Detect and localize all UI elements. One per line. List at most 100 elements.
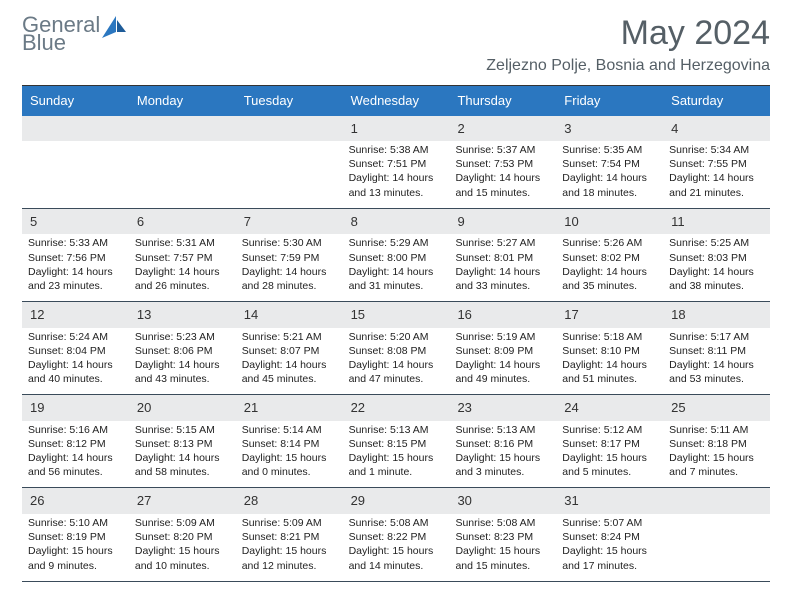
sunset-line: Sunset: 8:22 PM — [349, 530, 444, 544]
day-body-row: Sunrise: 5:24 AMSunset: 8:04 PMDaylight:… — [22, 328, 770, 393]
sunset-line: Sunset: 8:09 PM — [455, 344, 550, 358]
d2-line: and 53 minutes. — [669, 372, 764, 386]
d2-line: and 15 minutes. — [455, 559, 550, 573]
d1-line: Daylight: 14 hours — [562, 171, 657, 185]
empty-cell — [22, 141, 129, 206]
day-number: 9 — [449, 209, 556, 235]
day-cell: Sunrise: 5:21 AMSunset: 8:07 PMDaylight:… — [236, 328, 343, 393]
sail-icon — [102, 16, 128, 43]
sunset-line: Sunset: 8:01 PM — [455, 251, 550, 265]
day-number: 22 — [343, 395, 450, 421]
day-cell: Sunrise: 5:08 AMSunset: 8:22 PMDaylight:… — [343, 514, 450, 579]
sunset-line: Sunset: 7:53 PM — [455, 157, 550, 171]
d1-line: Daylight: 14 hours — [349, 265, 444, 279]
sunset-line: Sunset: 8:08 PM — [349, 344, 444, 358]
day-number: 26 — [22, 488, 129, 514]
d1-line: Daylight: 14 hours — [28, 265, 123, 279]
d2-line: and 38 minutes. — [669, 279, 764, 293]
d1-line: Daylight: 15 hours — [349, 544, 444, 558]
day-number: 8 — [343, 209, 450, 235]
sunrise-line: Sunrise: 5:29 AM — [349, 236, 444, 250]
d2-line: and 33 minutes. — [455, 279, 550, 293]
d2-line: and 43 minutes. — [135, 372, 230, 386]
d2-line: and 1 minute. — [349, 465, 444, 479]
day-body-row: Sunrise: 5:10 AMSunset: 8:19 PMDaylight:… — [22, 514, 770, 579]
d1-line: Daylight: 14 hours — [562, 265, 657, 279]
calendar-page: General Blue May 2024 Zeljezno Polje, Bo… — [0, 0, 792, 582]
d1-line: Daylight: 15 hours — [349, 451, 444, 465]
d2-line: and 18 minutes. — [562, 186, 657, 200]
day-cell: Sunrise: 5:16 AMSunset: 8:12 PMDaylight:… — [22, 421, 129, 486]
sunrise-line: Sunrise: 5:31 AM — [135, 236, 230, 250]
day-number: 13 — [129, 302, 236, 328]
d1-line: Daylight: 14 hours — [455, 358, 550, 372]
sunset-line: Sunset: 8:19 PM — [28, 530, 123, 544]
logo: General Blue — [22, 14, 128, 54]
empty-cell — [236, 141, 343, 206]
sunset-line: Sunset: 8:12 PM — [28, 437, 123, 451]
sunrise-line: Sunrise: 5:34 AM — [669, 143, 764, 157]
day-number: 18 — [663, 302, 770, 328]
day-cell: Sunrise: 5:38 AMSunset: 7:51 PMDaylight:… — [343, 141, 450, 206]
sunset-line: Sunset: 8:11 PM — [669, 344, 764, 358]
sunrise-line: Sunrise: 5:37 AM — [455, 143, 550, 157]
sunset-line: Sunset: 8:20 PM — [135, 530, 230, 544]
d2-line: and 21 minutes. — [669, 186, 764, 200]
sunset-line: Sunset: 8:06 PM — [135, 344, 230, 358]
d2-line: and 13 minutes. — [349, 186, 444, 200]
day-cell: Sunrise: 5:27 AMSunset: 8:01 PMDaylight:… — [449, 234, 556, 299]
day-cell: Sunrise: 5:07 AMSunset: 8:24 PMDaylight:… — [556, 514, 663, 579]
sunrise-line: Sunrise: 5:13 AM — [455, 423, 550, 437]
sunrise-line: Sunrise: 5:24 AM — [28, 330, 123, 344]
sunrise-line: Sunrise: 5:17 AM — [669, 330, 764, 344]
day-number: 28 — [236, 488, 343, 514]
d2-line: and 12 minutes. — [242, 559, 337, 573]
day-number: 15 — [343, 302, 450, 328]
day-number: 29 — [343, 488, 450, 514]
d2-line: and 17 minutes. — [562, 559, 657, 573]
sunset-line: Sunset: 7:51 PM — [349, 157, 444, 171]
day-cell: Sunrise: 5:15 AMSunset: 8:13 PMDaylight:… — [129, 421, 236, 486]
sunset-line: Sunset: 7:56 PM — [28, 251, 123, 265]
sunset-line: Sunset: 7:55 PM — [669, 157, 764, 171]
d1-line: Daylight: 14 hours — [669, 265, 764, 279]
d1-line: Daylight: 15 hours — [135, 544, 230, 558]
day-cell: Sunrise: 5:11 AMSunset: 8:18 PMDaylight:… — [663, 421, 770, 486]
d1-line: Daylight: 15 hours — [242, 544, 337, 558]
d2-line: and 40 minutes. — [28, 372, 123, 386]
day-number: 19 — [22, 395, 129, 421]
day-cell: Sunrise: 5:10 AMSunset: 8:19 PMDaylight:… — [22, 514, 129, 579]
day-body-row: Sunrise: 5:38 AMSunset: 7:51 PMDaylight:… — [22, 141, 770, 206]
d2-line: and 23 minutes. — [28, 279, 123, 293]
sunrise-line: Sunrise: 5:11 AM — [669, 423, 764, 437]
d1-line: Daylight: 15 hours — [562, 544, 657, 558]
sunset-line: Sunset: 8:13 PM — [135, 437, 230, 451]
day-number: 21 — [236, 395, 343, 421]
sunrise-line: Sunrise: 5:13 AM — [349, 423, 444, 437]
sunrise-line: Sunrise: 5:27 AM — [455, 236, 550, 250]
weekday-header: Saturday — [663, 86, 770, 116]
day-number: 3 — [556, 116, 663, 142]
title-block: May 2024 Zeljezno Polje, Bosnia and Herz… — [486, 14, 770, 75]
day-number-row: 12131415161718 — [22, 302, 770, 328]
weekday-header: Wednesday — [343, 86, 450, 116]
day-cell: Sunrise: 5:13 AMSunset: 8:15 PMDaylight:… — [343, 421, 450, 486]
sunrise-line: Sunrise: 5:26 AM — [562, 236, 657, 250]
sunset-line: Sunset: 8:17 PM — [562, 437, 657, 451]
day-number: 27 — [129, 488, 236, 514]
d1-line: Daylight: 14 hours — [242, 358, 337, 372]
sunset-line: Sunset: 8:15 PM — [349, 437, 444, 451]
d2-line: and 15 minutes. — [455, 186, 550, 200]
day-number: 10 — [556, 209, 663, 235]
day-number: 30 — [449, 488, 556, 514]
sunrise-line: Sunrise: 5:07 AM — [562, 516, 657, 530]
weekday-header: Sunday — [22, 86, 129, 116]
sunset-line: Sunset: 8:14 PM — [242, 437, 337, 451]
d1-line: Daylight: 15 hours — [28, 544, 123, 558]
day-cell: Sunrise: 5:33 AMSunset: 7:56 PMDaylight:… — [22, 234, 129, 299]
day-number-row: 19202122232425 — [22, 395, 770, 421]
d1-line: Daylight: 15 hours — [455, 451, 550, 465]
day-cell: Sunrise: 5:31 AMSunset: 7:57 PMDaylight:… — [129, 234, 236, 299]
day-cell: Sunrise: 5:20 AMSunset: 8:08 PMDaylight:… — [343, 328, 450, 393]
weekday-header: Thursday — [449, 86, 556, 116]
